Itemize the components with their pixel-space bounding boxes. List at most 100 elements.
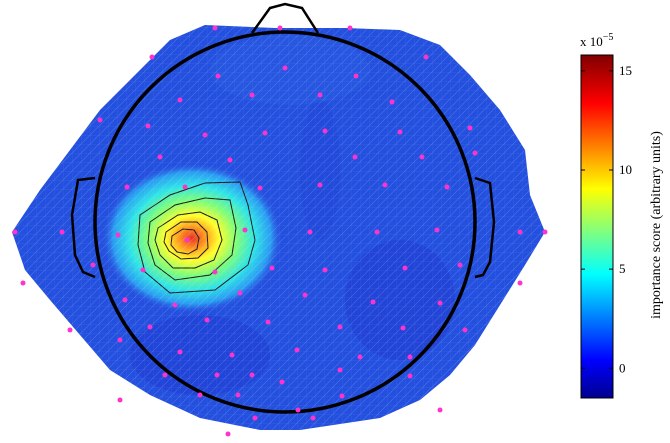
- head-outline: [93, 30, 477, 414]
- electrode-dot: [295, 407, 301, 413]
- electrodes: [12, 25, 548, 437]
- electrode-dot: [542, 229, 548, 235]
- colorbar-tick-label: 0: [619, 360, 626, 375]
- electrode-dot: [257, 185, 263, 191]
- electrode-dot: [59, 229, 65, 235]
- electrode-dot: [397, 129, 403, 135]
- electrode-dot: [204, 317, 210, 323]
- electrode-dot: [262, 130, 268, 136]
- electrode-dot: [294, 347, 300, 353]
- electrode-dot: [347, 25, 353, 31]
- electrode-dot: [140, 267, 146, 273]
- electrode-dot: [197, 392, 203, 398]
- electrode-dot: [437, 407, 443, 413]
- grid-overlay: [12, 25, 545, 430]
- electrode-dot: [467, 125, 473, 131]
- scalp-map: [12, 2, 548, 437]
- colorbar-tick-label: 10: [619, 162, 632, 177]
- electrode-dot: [124, 184, 130, 190]
- left-ear-outline: [70, 176, 96, 279]
- electrode-dot: [215, 73, 221, 79]
- electrode-dot: [252, 415, 258, 421]
- electrode-dot: [423, 54, 429, 60]
- colorbar: 0 5 10 15 x 10−5 importance score (arbitrar…: [580, 32, 664, 399]
- electrode-dot: [227, 157, 233, 163]
- colorbar-ticks: 0 5 10 15: [581, 63, 632, 375]
- electrode-dot: [229, 352, 235, 358]
- electrode-dot: [157, 154, 163, 160]
- electrode-dot: [322, 267, 328, 273]
- electrode-dot: [177, 349, 183, 355]
- electrode-dot: [182, 184, 188, 190]
- electrode-dot: [517, 229, 523, 235]
- electrode-dot: [352, 154, 358, 160]
- electrode-dot: [97, 117, 103, 123]
- electrode-dot: [317, 92, 323, 98]
- electrode-dot: [162, 372, 168, 378]
- electrode-dot: [277, 25, 283, 31]
- electrode-dot: [117, 397, 123, 403]
- electrode-dot: [517, 280, 523, 286]
- electrode-dot: [214, 372, 220, 378]
- electrode-dot: [242, 227, 248, 233]
- electrode-dot: [400, 325, 406, 331]
- electrode-dot: [282, 65, 288, 71]
- electrode-dot: [462, 327, 468, 333]
- electrode-dot: [437, 300, 443, 306]
- electrode-dot: [419, 154, 425, 160]
- electrode-dot: [269, 265, 275, 271]
- electrode-dot: [237, 290, 243, 296]
- electrode-dot: [322, 128, 328, 134]
- electrode-dot: [117, 337, 123, 343]
- electrode-dot: [339, 393, 345, 399]
- electrode-dot: [457, 262, 463, 268]
- electrode-dot: [382, 182, 388, 188]
- electrode-dot: [90, 262, 96, 268]
- electrode-dot: [434, 227, 440, 233]
- electrode-dot: [212, 25, 218, 31]
- electrode-dot: [12, 229, 18, 235]
- electrode-dot: [310, 415, 316, 421]
- electrode-dot: [147, 324, 153, 330]
- electrode-dot: [265, 319, 271, 325]
- nose-outline: [250, 2, 320, 34]
- electrode-dot: [149, 54, 155, 60]
- electrode-dot: [235, 392, 241, 398]
- electrode-dot: [337, 324, 343, 330]
- electrode-dot: [177, 97, 183, 103]
- electrode-dot: [302, 292, 308, 298]
- electrode-dot: [202, 132, 208, 138]
- electrode-dot: [67, 327, 73, 333]
- electrode-dot: [145, 123, 151, 129]
- electrode-dot: [122, 297, 128, 303]
- electrode-dot: [172, 302, 178, 308]
- electrode-dot: [389, 99, 395, 105]
- electrode-dot: [357, 354, 363, 360]
- electrode-dot: [337, 367, 343, 373]
- right-ear-outline: [474, 176, 496, 279]
- electrode-dot: [212, 269, 218, 275]
- electrode-dot: [307, 229, 313, 235]
- electrode-dot: [353, 73, 359, 79]
- electrode-dot: [20, 280, 26, 286]
- colorbar-label: importance score (arbitrary units): [649, 131, 664, 319]
- colorbar-gradient: [580, 54, 614, 399]
- electrode-dot: [370, 299, 376, 305]
- colorbar-tick-label: 5: [619, 261, 626, 276]
- electrode-dot: [317, 182, 323, 188]
- electrode-dot: [374, 229, 380, 235]
- electrode-dot: [184, 237, 190, 243]
- electrode-dot: [279, 379, 285, 385]
- electrode-dot: [402, 265, 408, 271]
- electrode-dot: [249, 92, 255, 98]
- electrode-dot: [249, 372, 255, 378]
- electrode-dot: [407, 354, 413, 360]
- electrode-dot: [115, 232, 121, 238]
- colorbar-tick-label: 15: [619, 63, 632, 78]
- electrode-dot: [472, 150, 478, 156]
- colorbar-exponent: x 10−5: [580, 32, 613, 49]
- electrode-dot: [444, 184, 450, 190]
- electrode-dot: [225, 431, 231, 437]
- electrode-dot: [407, 373, 413, 379]
